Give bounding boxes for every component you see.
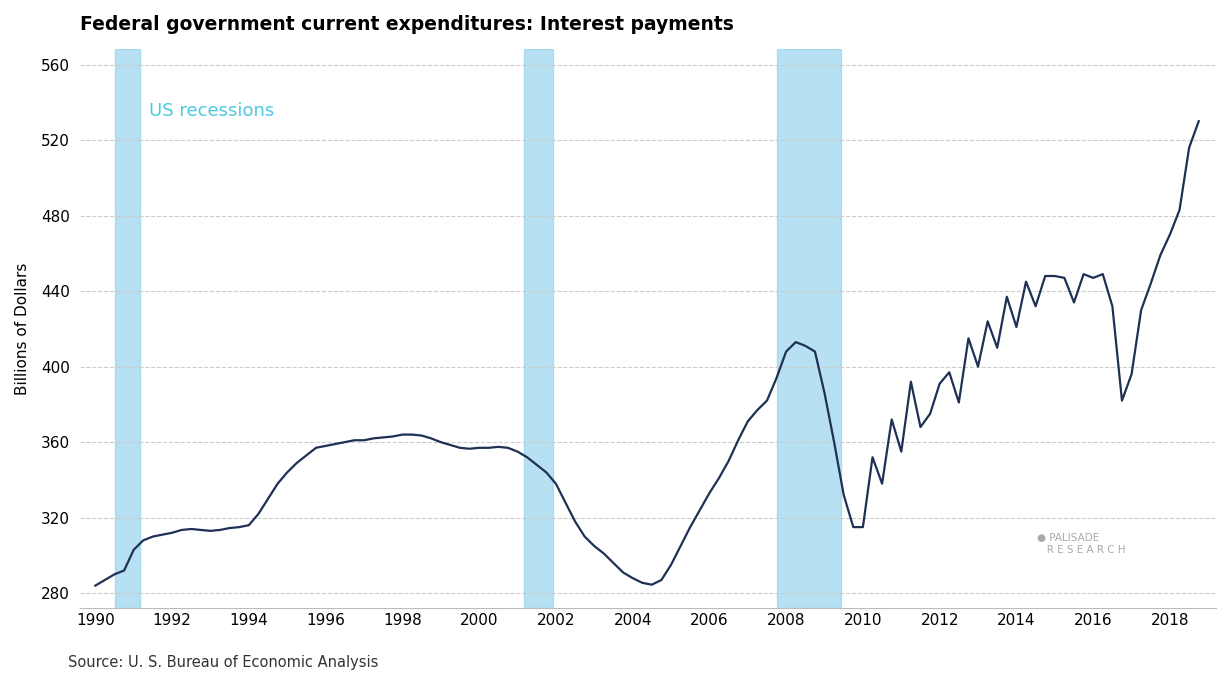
Bar	[524, 49, 553, 609]
Text: US recessions: US recessions	[149, 102, 275, 121]
Text: Federal government current expenditures: Interest payments: Federal government current expenditures:…	[80, 15, 734, 34]
Bar	[114, 49, 140, 609]
Text: ● PALISADE
   R E S E A R C H: ● PALISADE R E S E A R C H	[1037, 533, 1125, 555]
Y-axis label: Billions of Dollars: Billions of Dollars	[15, 263, 30, 395]
Text: Source: U. S. Bureau of Economic Analysis: Source: U. S. Bureau of Economic Analysi…	[68, 655, 378, 670]
Bar	[777, 49, 841, 609]
